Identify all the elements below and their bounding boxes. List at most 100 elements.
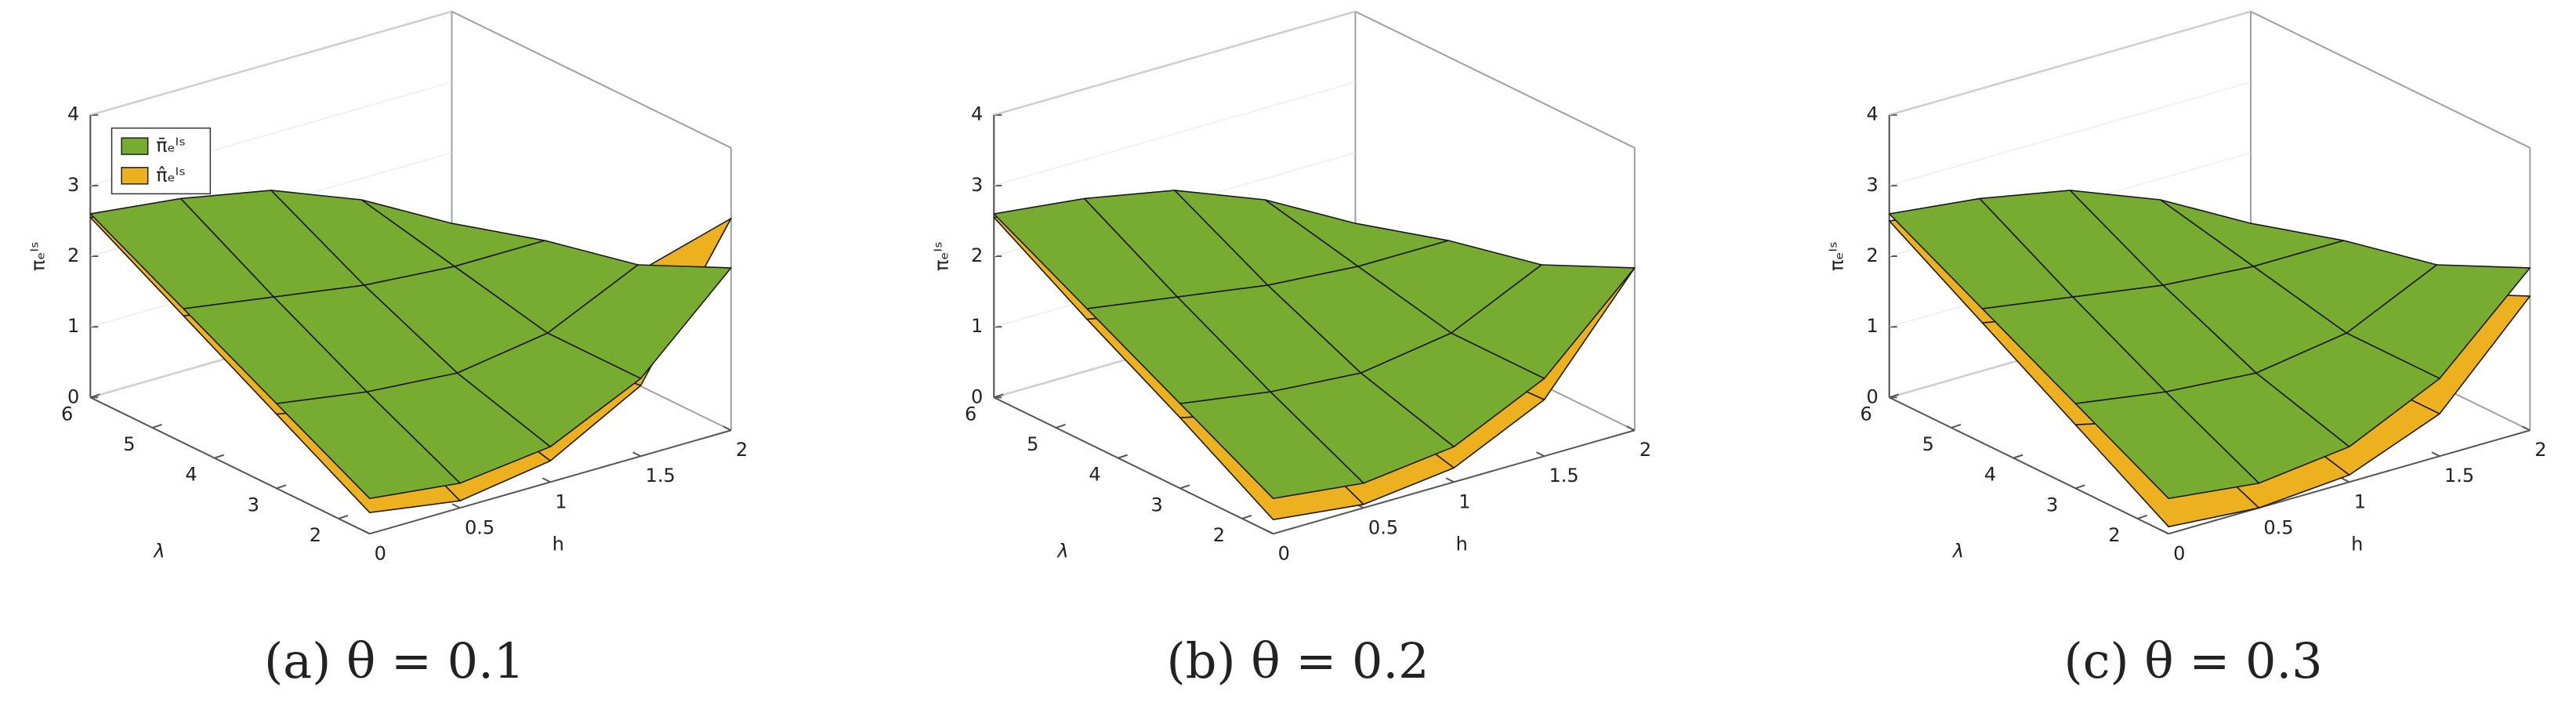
y-tick — [993, 393, 1004, 399]
y-axis-label: λ — [1056, 540, 1068, 562]
x-tick-label: 0 — [2173, 542, 2185, 564]
caption: (c) θ = 0.3 — [2064, 632, 2323, 689]
y-tick-label: 2 — [310, 524, 321, 546]
y-tick — [214, 454, 224, 459]
z-tick-label: 0 — [1866, 385, 1878, 407]
z-tick-label: 0 — [67, 385, 79, 407]
x-tick — [2341, 477, 2350, 483]
y-tick — [1889, 393, 1900, 399]
x-tick — [542, 477, 551, 483]
grid-line — [1889, 11, 2252, 116]
x-tick-label: 1.5 — [2444, 465, 2474, 487]
y-tick-label: 2 — [1213, 524, 1225, 546]
legend-label: π̂ₑᴵˢ — [156, 164, 186, 186]
z-tick-label: 2 — [1866, 244, 1878, 266]
y-tick — [1241, 515, 1252, 519]
y-tick-label: 5 — [1922, 433, 1934, 455]
z-tick-label: 4 — [1866, 103, 1878, 125]
box-edge — [1355, 10, 1636, 149]
surface-patch — [2074, 391, 2260, 500]
z-axis-label: πₑᴵˢ — [930, 241, 952, 271]
caption: (a) θ = 0.1 — [264, 632, 524, 689]
legend-swatch — [121, 167, 149, 185]
y-tick-label: 5 — [123, 433, 135, 455]
z-tick-label: 1 — [1866, 315, 1878, 337]
x-tick-label: 0.5 — [1368, 516, 1398, 538]
axis-line — [1273, 429, 1636, 535]
y-tick-label: 4 — [185, 464, 197, 486]
x-tick — [632, 451, 642, 458]
y-tick — [1179, 484, 1190, 490]
x-tick-label: 0 — [1278, 542, 1290, 564]
grid-line — [90, 11, 452, 116]
z-tick-label: 2 — [67, 244, 79, 266]
y-tick — [1951, 424, 1962, 429]
x-tick-label: 1 — [555, 490, 567, 512]
caption: (b) θ = 0.2 — [1167, 632, 1429, 689]
x-tick-label: 1.5 — [1549, 465, 1579, 487]
axis-line — [89, 396, 371, 535]
y-tick — [2137, 515, 2147, 519]
x-axis-label: h — [553, 533, 564, 555]
legend-swatch — [121, 137, 149, 155]
x-tick-label: 2 — [736, 439, 748, 461]
z-tick-label: 3 — [67, 174, 79, 196]
x-tick-label: 1 — [1458, 490, 1470, 512]
axis-line — [2168, 429, 2531, 535]
y-tick — [276, 484, 287, 490]
x-tick — [361, 529, 371, 535]
axis-line — [1889, 396, 2169, 535]
x-axis-label: h — [2351, 533, 2363, 555]
grid-line — [994, 81, 1356, 186]
y-tick-label: 4 — [1984, 464, 1996, 486]
y-axis-label: λ — [152, 540, 165, 562]
y-tick-label: 2 — [2108, 524, 2120, 546]
x-tick — [1445, 477, 1455, 483]
y-tick — [2013, 454, 2023, 459]
y-tick-label: 6 — [61, 403, 73, 425]
x-axis-label: h — [1456, 533, 1468, 555]
legend-label: π̄ₑᴵˢ — [156, 135, 186, 157]
axis-line — [993, 396, 1274, 535]
box-edge — [451, 10, 732, 149]
y-tick — [1056, 424, 1066, 429]
z-axis-label: πₑᴵˢ — [27, 241, 49, 271]
x-tick-label: 2 — [2534, 439, 2546, 461]
y-tick — [2075, 484, 2085, 490]
y-tick-label: 3 — [248, 494, 259, 516]
grid-line — [1889, 81, 2252, 186]
z-tick-label: 4 — [971, 103, 983, 125]
x-tick-label: 1 — [2354, 490, 2366, 512]
x-tick — [2521, 425, 2531, 432]
grid-line — [994, 11, 1356, 116]
x-tick — [2160, 529, 2169, 535]
x-tick-label: 0 — [375, 542, 386, 564]
z-tick-label: 1 — [971, 315, 983, 337]
y-axis-label: λ — [1951, 540, 1964, 562]
y-tick — [1118, 454, 1128, 459]
z-tick-label: 4 — [67, 103, 79, 125]
surface-patch — [1179, 391, 1364, 500]
x-tick — [1536, 451, 1545, 458]
z-tick-label: 3 — [971, 174, 983, 196]
axis-line — [369, 429, 732, 535]
y-tick — [89, 393, 100, 399]
y-tick — [152, 424, 162, 429]
z-axis-label: πₑᴵˢ — [1826, 241, 1848, 271]
y-tick-label: 6 — [965, 403, 976, 425]
z-tick-label: 2 — [971, 244, 983, 266]
x-tick — [1265, 529, 1274, 535]
box-edge — [2250, 10, 2531, 149]
z-tick-label: 1 — [67, 315, 79, 337]
y-tick-label: 4 — [1089, 464, 1100, 486]
y-tick-label: 3 — [2046, 494, 2058, 516]
x-tick-label: 0.5 — [2263, 516, 2293, 538]
y-tick-label: 3 — [1151, 494, 1163, 516]
x-tick — [1626, 425, 1636, 432]
x-tick — [2431, 451, 2440, 458]
z-tick-label: 3 — [1866, 174, 1878, 196]
x-tick-label: 2 — [1639, 439, 1651, 461]
